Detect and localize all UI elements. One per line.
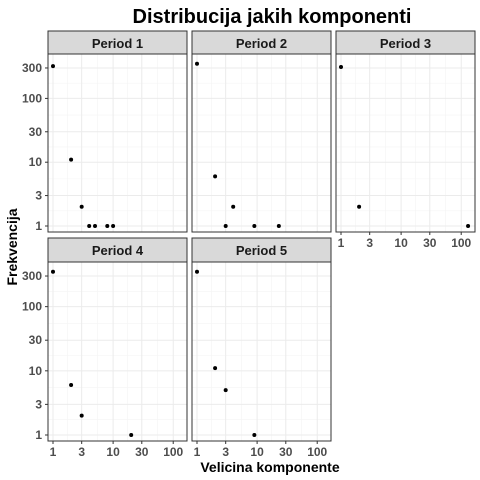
x-tick-label: 3: [222, 445, 229, 459]
data-point: [252, 433, 257, 437]
facet-strip-label: Period 4: [92, 243, 144, 258]
data-point: [87, 224, 92, 228]
panel-background: [336, 54, 475, 232]
data-point: [69, 157, 74, 162]
data-point: [105, 224, 110, 228]
panel-border: [47, 261, 188, 442]
y-tick-label: 30: [29, 125, 43, 139]
x-tick-label: 3: [366, 236, 373, 250]
facet-strip-label: Period 3: [380, 36, 431, 51]
x-tick-label: 30: [279, 445, 293, 459]
facet-strip-label: Period 5: [236, 243, 287, 258]
data-point: [223, 224, 228, 228]
facet-strip: [191, 237, 332, 263]
y-tick-label: 3: [35, 189, 42, 203]
x-axis-title: Velicina komponente: [200, 459, 339, 475]
y-tick-label: 300: [22, 61, 42, 75]
y-tick-label: 30: [29, 333, 43, 347]
y-tick-label: 1: [35, 428, 42, 442]
data-point: [69, 383, 74, 388]
x-tick-label: 10: [106, 445, 120, 459]
x-tick-label: 1: [50, 445, 57, 459]
facet-panel: Period 2: [191, 30, 332, 233]
data-point: [213, 174, 218, 179]
data-point: [79, 413, 84, 418]
panel-background: [48, 262, 187, 441]
panel-background: [48, 54, 187, 232]
y-tick-label: 100: [22, 300, 42, 314]
facet-panel: Period 1 1 3 10 30 100 300: [22, 30, 188, 233]
data-point: [51, 64, 55, 69]
facet-panel: Period 5 1 3 10 30 100: [191, 237, 332, 459]
data-point: [276, 224, 281, 228]
x-tick-label: 100: [163, 445, 183, 459]
data-point: [111, 224, 116, 228]
facet-strip-label: Period 1: [92, 36, 143, 51]
chart-title: Distribucija jakih komponenti: [133, 6, 412, 28]
x-tick-label: 30: [423, 236, 437, 250]
x-tick-label: 1: [194, 445, 201, 459]
data-point: [339, 65, 343, 70]
x-tick-label: 100: [307, 445, 327, 459]
panel-border: [47, 53, 188, 233]
x-tick-label: 3: [78, 445, 85, 459]
panel-border: [335, 53, 476, 233]
x-tick-label: 1: [338, 236, 345, 250]
data-point: [466, 224, 471, 228]
data-point: [231, 204, 236, 209]
panel-border: [191, 53, 332, 233]
y-tick-label: 100: [22, 91, 42, 105]
x-tick-label: 30: [135, 445, 149, 459]
facet-strip: [47, 237, 188, 263]
data-point: [79, 204, 84, 209]
data-point: [129, 433, 134, 437]
facet-strip-label: Period 2: [236, 36, 287, 51]
facet-panel: Period 4 1 3 10 30 100 300 1 3 10 30 100: [22, 237, 188, 459]
data-point: [223, 388, 228, 393]
data-point: [252, 224, 257, 228]
data-point: [213, 366, 218, 371]
facet-panel: Period 3 1 3 10 30 100: [335, 30, 476, 250]
x-tick-label: 10: [394, 236, 408, 250]
y-tick-label: 300: [22, 269, 42, 283]
panel-border: [191, 261, 332, 442]
panel-background: [192, 54, 331, 232]
facet-panels: Period 1 1 3 10 30 100 300 Period 2 Period 3 1 3 10…: [22, 30, 476, 459]
x-tick-label: 100: [451, 236, 471, 250]
data-point: [93, 224, 98, 228]
y-tick-label: 10: [29, 364, 43, 378]
data-point: [357, 204, 362, 209]
y-tick-label: 3: [35, 397, 42, 411]
panel-background: [192, 262, 331, 441]
y-tick-label: 10: [29, 155, 43, 169]
x-tick-label: 10: [250, 445, 264, 459]
data-point: [51, 269, 55, 274]
data-point: [195, 61, 199, 66]
y-tick-label: 1: [35, 219, 42, 233]
y-axis-title: Frekvencija: [4, 208, 20, 285]
data-point: [195, 269, 199, 274]
